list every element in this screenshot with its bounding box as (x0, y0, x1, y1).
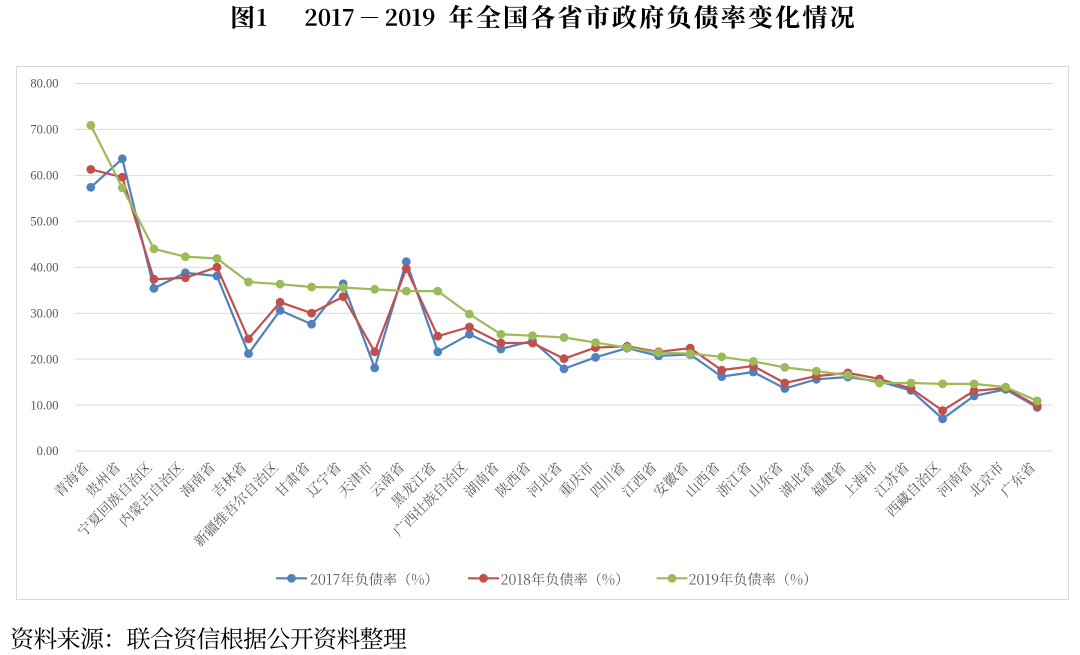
svg-text:40.00: 40.00 (30, 260, 58, 274)
svg-text:10.00: 10.00 (30, 398, 58, 412)
svg-text:0.00: 0.00 (37, 444, 59, 458)
svg-text:50.00: 50.00 (30, 215, 58, 229)
svg-text:70.00: 70.00 (30, 123, 58, 137)
svg-text:60.00: 60.00 (30, 169, 58, 183)
svg-text:80.00: 80.00 (30, 77, 58, 91)
svg-text:30.00: 30.00 (30, 306, 58, 320)
svg-text:20.00: 20.00 (30, 352, 58, 366)
